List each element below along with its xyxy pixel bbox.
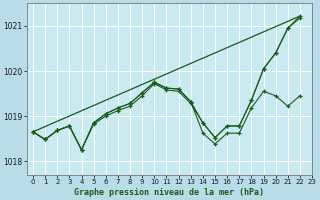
- X-axis label: Graphe pression niveau de la mer (hPa): Graphe pression niveau de la mer (hPa): [75, 188, 265, 197]
